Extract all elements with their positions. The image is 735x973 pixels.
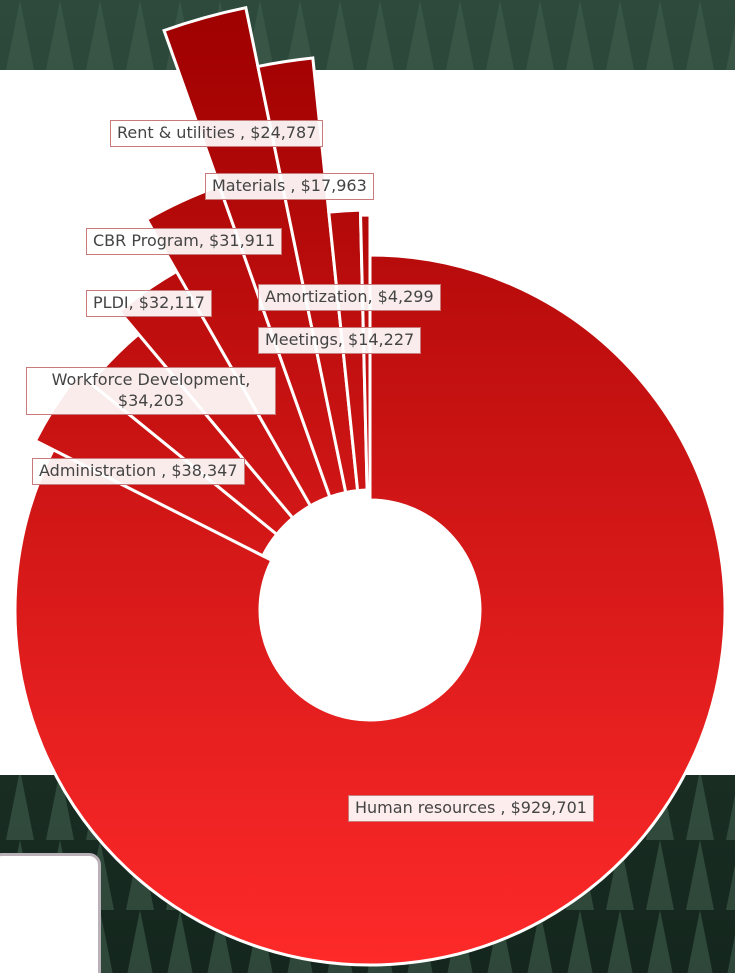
data-label: Workforce Development, $34,203 xyxy=(26,367,276,415)
data-label: CBR Program, $31,911 xyxy=(86,228,283,255)
data-label: Meetings, $14,227 xyxy=(258,327,422,354)
data-label: Human resources , $929,701 xyxy=(348,795,594,822)
data-label: PLDI, $32,117 xyxy=(86,290,212,317)
data-label: Administration , $38,347 xyxy=(32,458,245,485)
text-box xyxy=(0,853,101,973)
data-label: Materials , $17,963 xyxy=(205,173,374,200)
slice xyxy=(13,253,727,967)
data-label: Amortization, $4,299 xyxy=(258,284,441,311)
data-label: Rent & utilities , $24,787 xyxy=(110,120,324,147)
